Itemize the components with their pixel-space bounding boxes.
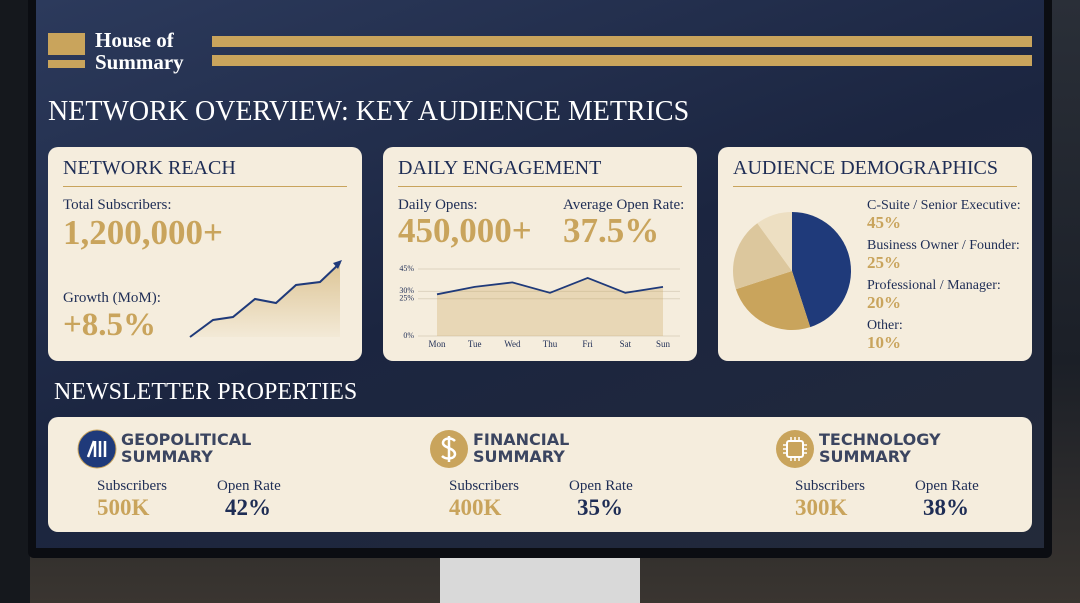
property-name: TECHNOLOGY [819, 430, 941, 449]
line-area [437, 277, 663, 336]
monitor-stand [440, 555, 640, 603]
property-name: FINANCIAL [473, 430, 570, 449]
x-tick-label: Fri [582, 339, 593, 349]
card-title: NETWORK REACH [63, 157, 236, 179]
legend-value: 45% [867, 213, 901, 232]
icon-glyph [86, 440, 107, 458]
x-tick-label: Wed [504, 339, 521, 349]
sparkline-line [189, 262, 341, 338]
stat-label: Open Rate [569, 478, 633, 494]
sparkline [189, 260, 342, 338]
card-title: DAILY ENGAGEMENT [398, 157, 602, 179]
pie-slice [792, 212, 852, 328]
arrow-head [333, 260, 342, 269]
backdrop [0, 0, 30, 603]
x-tick-label: Thu [543, 339, 558, 349]
x-tick-label: Tue [468, 339, 482, 349]
property-name: GEOPOLITICAL [121, 430, 252, 449]
stat-value: 35% [577, 495, 623, 520]
icon-glyph [783, 437, 807, 461]
divider [398, 186, 682, 187]
icon-glyph [441, 436, 457, 462]
stat-label: Subscribers [795, 478, 865, 494]
legend-value: 10% [867, 333, 901, 352]
card: NETWORK REACH Total Subscribers: 1,200,0… [48, 147, 362, 361]
logo-block [48, 33, 85, 55]
pie-slice [735, 271, 811, 330]
stat-value: 38% [923, 495, 969, 520]
line [436, 276, 664, 296]
icon-technology [776, 430, 814, 468]
legend-label: C-Suite / Senior Executive: [867, 198, 1021, 213]
pie-slice [733, 223, 792, 290]
stat-label: Subscribers [449, 478, 519, 494]
page-title: NETWORK OVERVIEW: KEY AUDIENCE METRICS [48, 96, 690, 127]
x-tick-label: Sun [656, 339, 671, 349]
properties-card [48, 417, 1032, 532]
card: DAILY ENGAGEMENT Daily Opens: 450,000+ A… [383, 147, 697, 361]
y-tick-label: 0% [403, 331, 414, 340]
metric: +8.5% [63, 307, 157, 343]
label: Average Open Rate: [563, 197, 685, 213]
pie-slice [757, 212, 792, 271]
metric: 37.5% [563, 211, 660, 250]
card-title: AUDIENCE DEMOGRAPHICS [733, 157, 999, 179]
label: Total Subscribers: [63, 197, 172, 213]
section-title: NEWSLETTER PROPERTIES [54, 379, 358, 405]
metric: 1,200,000+ [63, 213, 223, 252]
y-tick-label: 45% [399, 264, 414, 273]
header-bar [212, 36, 1032, 47]
stat-value: 500K [97, 495, 150, 520]
brand-line: Summary [95, 50, 184, 74]
x-tick-label: Mon [428, 339, 446, 349]
stat-label: Open Rate [915, 478, 979, 494]
icon-geopolitical [77, 429, 117, 469]
property-name: SUMMARY [819, 447, 911, 466]
stat-value: 42% [225, 495, 271, 520]
y-tick-label: 25% [399, 294, 414, 303]
divider [733, 186, 1017, 187]
label: Growth (MoM): [63, 290, 161, 306]
logo-bar [48, 60, 85, 68]
legend-label: Professional / Manager: [867, 278, 1001, 293]
label: Daily Opens: [398, 197, 478, 213]
brand-line: House of [95, 28, 174, 52]
divider [63, 186, 347, 187]
legend-value: 25% [867, 253, 901, 272]
legend-label: Business Owner / Founder: [867, 238, 1020, 253]
stat-label: Open Rate [217, 478, 281, 494]
brand: House of Summary [95, 29, 184, 73]
x-tick-label: Sat [620, 339, 632, 349]
y-tick-label: 30% [399, 286, 414, 295]
legend-value: 20% [867, 293, 901, 312]
metric: 450,000+ [398, 211, 532, 250]
property-name: SUMMARY [473, 447, 565, 466]
stat-value: 300K [795, 495, 848, 520]
stat-value: 400K [449, 495, 502, 520]
header-bar [212, 55, 1032, 66]
property-name: SUMMARY [121, 447, 213, 466]
legend-label: Other: [867, 318, 903, 333]
stat-label: Subscribers [97, 478, 167, 494]
